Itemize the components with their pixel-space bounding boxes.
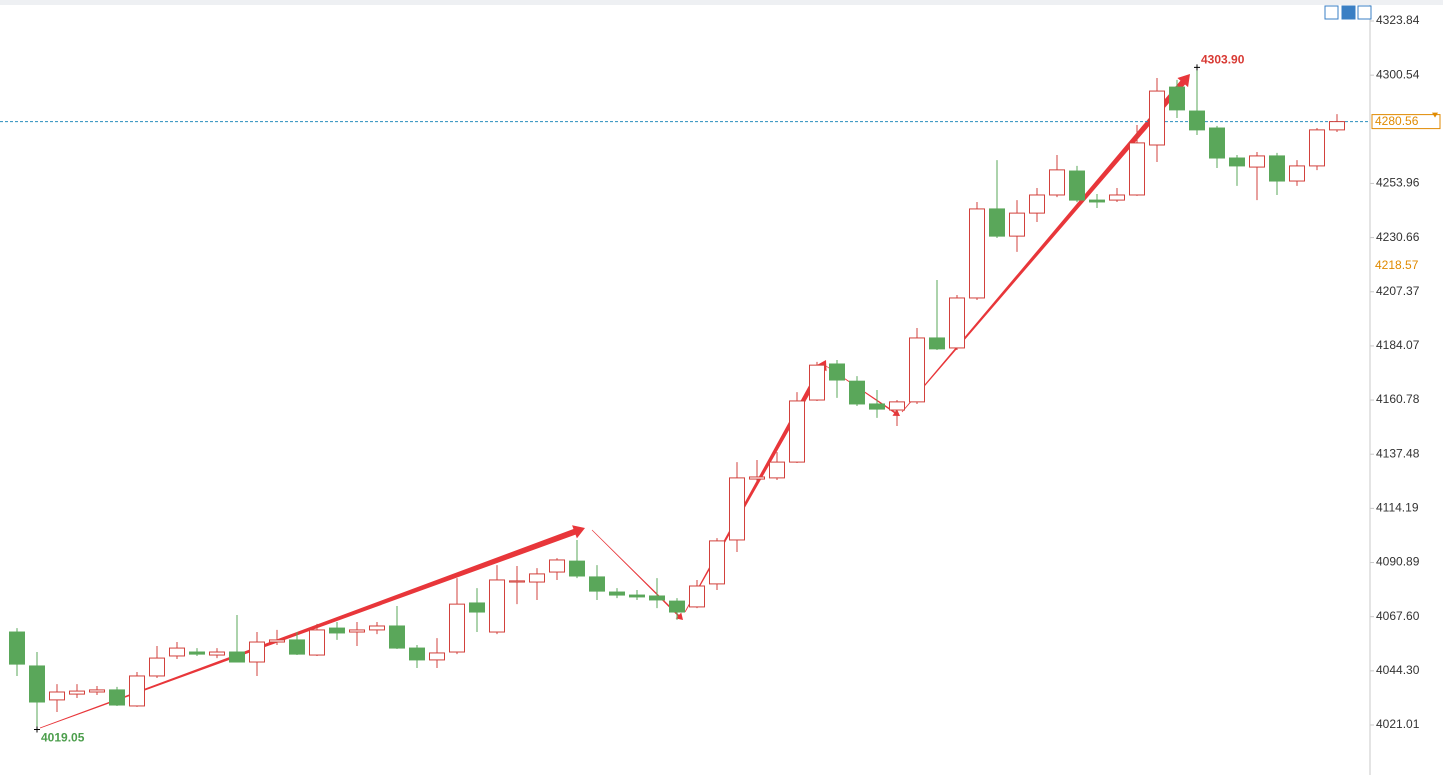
candle-body: [29, 665, 45, 703]
candle-body: [49, 691, 65, 701]
candle-body: [129, 675, 145, 707]
trend-arrow: [39, 525, 586, 729]
candle-body: [9, 631, 25, 665]
candle-body: [1049, 169, 1065, 196]
low-marker: [34, 726, 40, 733]
high-marker: [1194, 64, 1200, 71]
trend-arrow: [684, 360, 827, 613]
candle-body: [609, 591, 625, 596]
candle-body: [929, 337, 945, 350]
candle-body: [1329, 121, 1345, 131]
candle-body: [1269, 155, 1285, 182]
candle-body: [809, 364, 825, 401]
candle-body: [969, 208, 985, 299]
candle-body: [829, 363, 845, 381]
candle-body: [629, 594, 645, 598]
candle-body: [1069, 170, 1085, 201]
y-tick-label: 4114.19: [1376, 501, 1419, 515]
candle-body: [1129, 142, 1145, 196]
y-tick-label: 4090.89: [1376, 555, 1420, 569]
candle-body: [789, 400, 805, 463]
candle-body: [989, 208, 1005, 237]
high-label: 4303.90: [1201, 53, 1245, 67]
candle-body: [309, 629, 325, 656]
candle-body: [1009, 212, 1025, 237]
candle-body: [429, 652, 445, 661]
candle-body: [249, 641, 265, 663]
candle-body: [1229, 157, 1245, 167]
candle-body: [369, 625, 385, 631]
toolbar[interactable]: [1324, 5, 1372, 20]
candle-body: [529, 573, 545, 583]
y-tick-label: 4184.07: [1376, 338, 1420, 352]
reference-price-label: 4218.57: [1375, 258, 1419, 272]
candle-body: [889, 401, 905, 411]
candle-body: [849, 380, 865, 405]
candle-body: [509, 580, 525, 583]
candle-body: [109, 689, 125, 706]
y-tick-label: 4230.66: [1376, 230, 1420, 244]
candle-body: [349, 629, 365, 633]
candle-body: [769, 461, 785, 479]
candle-body: [949, 297, 965, 349]
candle-body: [909, 337, 925, 403]
last-price-marker: [1432, 112, 1438, 118]
candle-body: [1309, 129, 1325, 167]
y-tick-label: 4323.84: [1376, 13, 1420, 27]
y-tick-label: 4137.48: [1376, 446, 1420, 460]
candle-body: [1209, 127, 1225, 159]
trend-arrows: [39, 74, 1190, 729]
y-tick-label: 4253.96: [1376, 176, 1420, 190]
candle-body: [409, 647, 425, 661]
y-tick-label: 4207.37: [1376, 284, 1420, 298]
candle-body: [1169, 86, 1185, 111]
candle-body: [709, 540, 725, 585]
candle-body: [269, 639, 285, 643]
candle-body: [1249, 155, 1265, 168]
candle-body: [229, 651, 245, 663]
y-tick-label: 4160.78: [1376, 392, 1420, 406]
low-label: 4019.05: [41, 731, 85, 745]
candle-body: [329, 627, 345, 634]
candle-body: [449, 603, 465, 653]
candle-body: [1089, 199, 1105, 203]
candle-body: [89, 689, 105, 693]
candle-body: [589, 576, 605, 592]
candle-body: [1189, 110, 1205, 131]
candle-body: [149, 657, 165, 677]
candle-body: [209, 651, 225, 656]
candle-body: [169, 647, 185, 657]
candle-body: [1289, 165, 1305, 182]
candle-body: [189, 651, 205, 655]
period-icon[interactable]: [1341, 5, 1356, 20]
candle-body: [469, 602, 485, 613]
candle-body: [869, 403, 885, 410]
candle-body: [649, 595, 665, 601]
candle-body: [69, 690, 85, 695]
candle-body: [489, 579, 505, 633]
candle-body: [569, 560, 585, 577]
candle-body: [729, 477, 745, 541]
scroll-icon[interactable]: [1357, 5, 1372, 20]
y-tick-label: 4044.30: [1376, 663, 1420, 677]
y-tick-label: 4300.54: [1376, 67, 1420, 81]
candle-body: [1109, 194, 1125, 201]
candle-body: [749, 476, 765, 480]
y-tick-label: 4067.60: [1376, 609, 1420, 623]
trend-arrow: [901, 74, 1190, 413]
candle-body: [689, 585, 705, 608]
zoom-icon[interactable]: [1324, 5, 1339, 20]
last-price-label: 4280.56: [1375, 114, 1419, 128]
candle-body: [389, 625, 405, 649]
y-tick-label: 4021.01: [1376, 717, 1420, 731]
candle-body: [549, 559, 565, 573]
last-price-box: [1371, 114, 1441, 130]
top-band: [0, 0, 1443, 5]
candle-body: [669, 600, 685, 613]
candle-body: [289, 639, 305, 655]
candle-body: [1149, 90, 1165, 146]
candle-body: [1029, 194, 1045, 214]
